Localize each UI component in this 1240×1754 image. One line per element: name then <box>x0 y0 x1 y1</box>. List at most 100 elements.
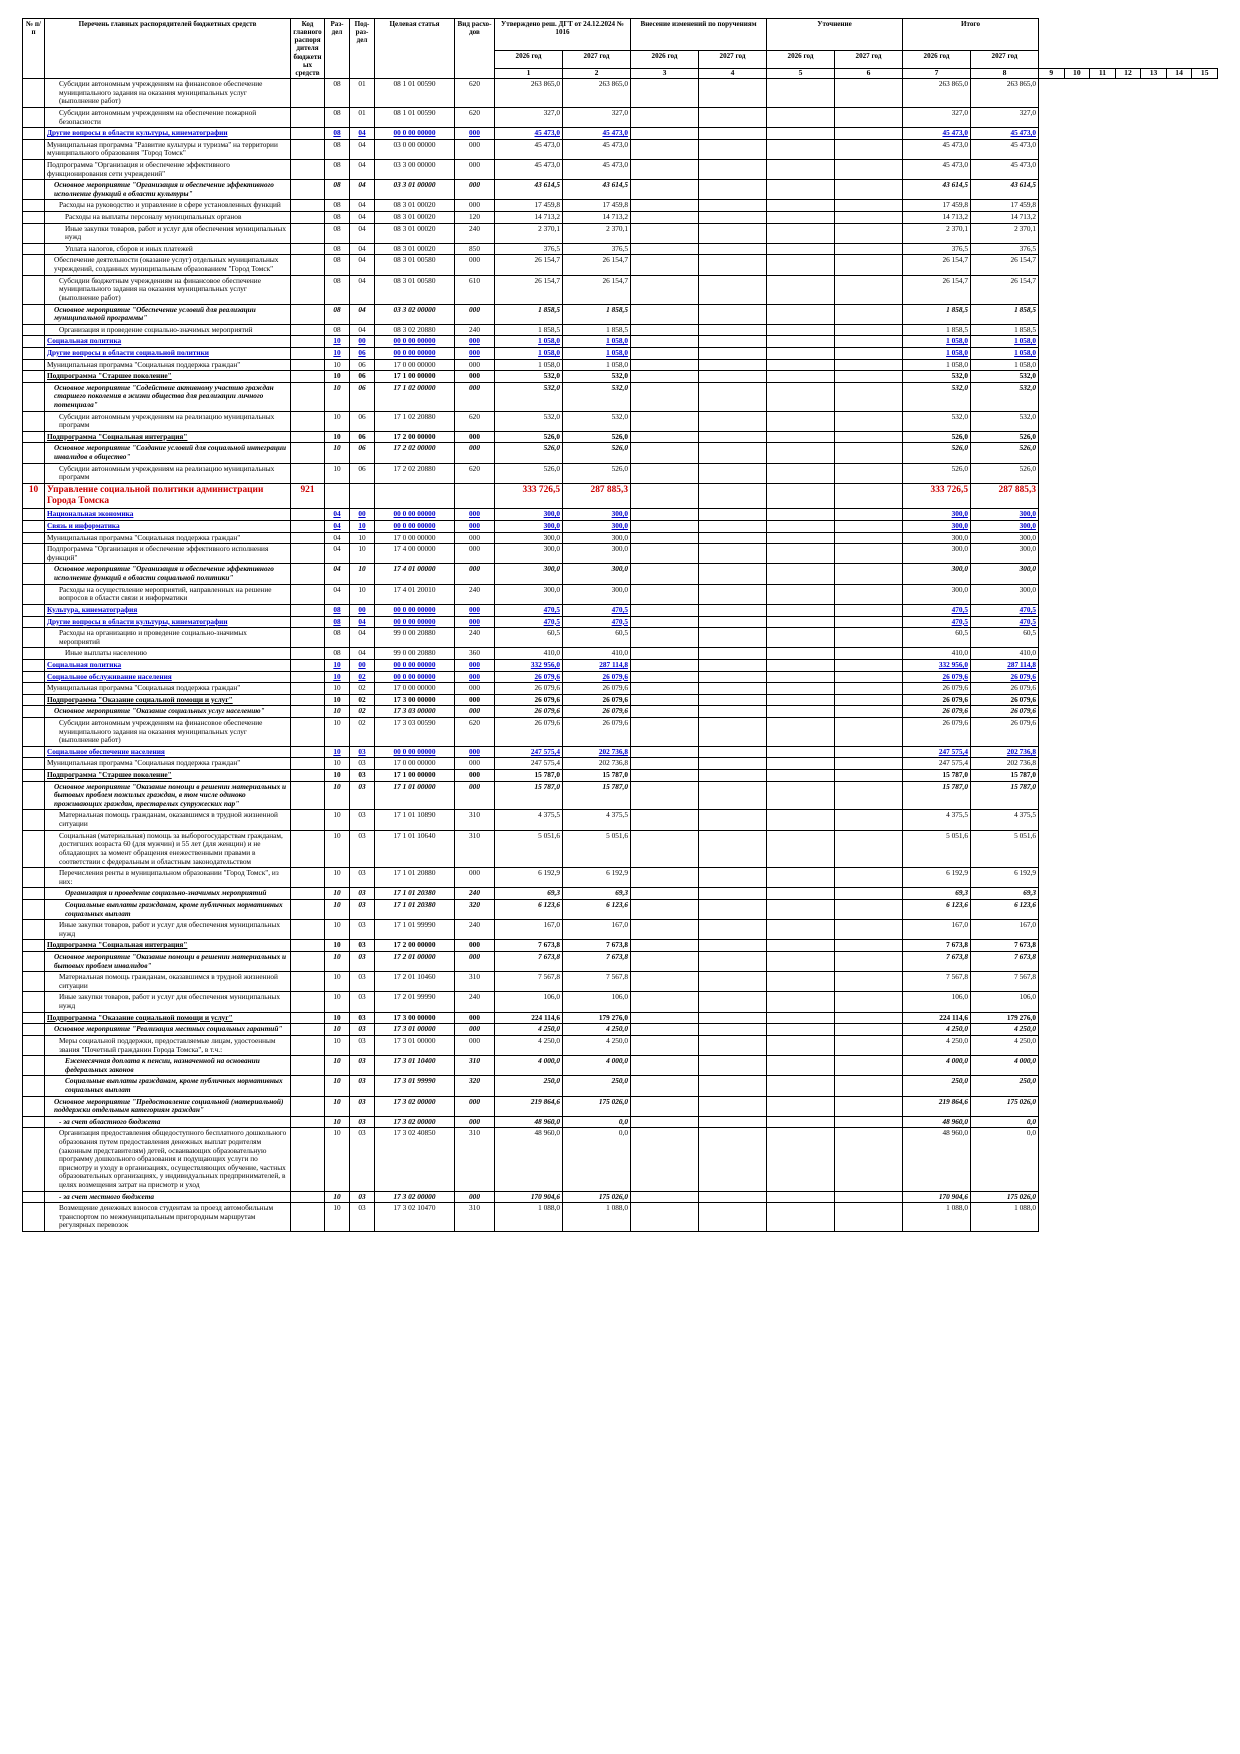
cell-refine-2026 <box>766 211 835 224</box>
cell-approved-2026: 1 058,0 <box>494 335 563 348</box>
cell-approved-2026: 26 079,6 <box>494 705 563 718</box>
cell-approved-2026: 167,0 <box>494 919 563 941</box>
cell-podrazdel: 03 <box>349 1115 375 1129</box>
cell-total-2026: 45 473,0 <box>902 127 971 140</box>
cell-target-article: 08 1 01 00590 <box>374 106 455 129</box>
cell-gl-code <box>290 370 325 383</box>
table-row: Перечисления ренты в муниципальном образ… <box>22 867 1218 889</box>
cell-expense-type: 000 <box>454 430 495 444</box>
table-row: Социальная (материальная) помощь за выбо… <box>22 829 1218 869</box>
cell-changes-2027 <box>698 829 767 869</box>
cell-target-article: 17 1 01 99990 <box>374 919 455 941</box>
cell-changes-2026 <box>630 430 699 444</box>
cell-expense-type: 000 <box>454 757 495 771</box>
cell-target-article: 17 3 00 00000 <box>374 1011 455 1025</box>
cell-changes-2027 <box>698 809 767 831</box>
cell-refine-2027 <box>834 303 903 325</box>
cell-razdel: 10 <box>324 745 350 759</box>
cell-expense-type: 850 <box>454 242 495 256</box>
cell-gl-code <box>290 627 325 649</box>
cell-row-number <box>22 829 45 869</box>
cell-target-article: 17 1 00 00000 <box>374 769 455 782</box>
cell-podrazdel: 03 <box>349 1034 375 1057</box>
cell-total-2027: 1 058,0 <box>970 335 1039 348</box>
cell-total-2027: 202 736,8 <box>970 757 1039 771</box>
cell-podrazdel: 03 <box>349 1011 375 1025</box>
cell-row-number <box>22 138 45 160</box>
cell-target-article: 17 3 01 10400 <box>374 1055 455 1077</box>
cell-podrazdel: 02 <box>349 670 375 684</box>
cell-gl-code <box>290 410 325 432</box>
table-row: Муниципальная программа "Развитие культу… <box>22 138 1218 160</box>
cell-razdel: 10 <box>324 867 350 889</box>
cell-gl-code <box>290 442 325 464</box>
cell-expense-type: 000 <box>454 658 495 672</box>
cell-gl-code <box>290 303 325 325</box>
cell-changes-2027 <box>698 508 767 522</box>
cell-row-number <box>22 757 45 771</box>
cell-razdel: 10 <box>324 1190 350 1204</box>
cell-podrazdel: 06 <box>349 430 375 444</box>
cell-changes-2026 <box>630 1115 699 1129</box>
table-row: Культура, кинематография 08 00 00 0 00 0000… <box>22 603 1218 617</box>
cell-changes-2027 <box>698 179 767 201</box>
cell-row-number <box>22 1011 45 1025</box>
cell-podrazdel: 10 <box>349 531 375 545</box>
cell-podrazdel: 10 <box>349 520 375 533</box>
cell-approved-2027: 4 250,0 <box>562 1034 631 1057</box>
cell-name: Перечисления ренты в муниципальном образ… <box>44 867 291 889</box>
cell-changes-2027 <box>698 745 767 759</box>
header-expense-type: Вид расхо-дов <box>454 17 495 80</box>
table-row: Подпрограмма "Оказание социальной помощи… <box>22 1011 1218 1025</box>
cell-podrazdel: 04 <box>349 211 375 224</box>
cell-changes-2026 <box>630 1075 699 1097</box>
cell-approved-2027: 17 459,8 <box>562 199 631 212</box>
cell-approved-2027: 287 114,8 <box>562 658 631 672</box>
cell-expense-type: 000 <box>454 939 495 952</box>
cell-razdel: 08 <box>324 274 350 305</box>
cell-target-article: 17 3 02 40850 <box>374 1127 455 1192</box>
cell-target-article: 17 1 02 20880 <box>374 410 455 432</box>
cell-refine-2026 <box>766 1075 835 1097</box>
cell-name: Социальная (материальная) помощь за выбо… <box>44 829 291 869</box>
table-row: Основное мероприятие "Организация и обес… <box>22 563 1218 585</box>
cell-total-2027: 526,0 <box>970 442 1039 464</box>
cell-name: Субсидии автономным учреждениям на обесп… <box>44 106 291 129</box>
cell-gl-code <box>290 242 325 256</box>
cell-target-article <box>374 482 455 510</box>
cell-refine-2027 <box>834 1127 903 1192</box>
cell-changes-2026 <box>630 370 699 383</box>
cell-expense-type: 240 <box>454 919 495 941</box>
cell-refine-2026 <box>766 381 835 412</box>
cell-refine-2026 <box>766 106 835 129</box>
cell-total-2027: 526,0 <box>970 430 1039 444</box>
cell-approved-2027: 6 192,9 <box>562 867 631 889</box>
cell-approved-2026: 4 250,0 <box>494 1023 563 1036</box>
cell-name: Основное мероприятие "Оказание социальны… <box>44 705 291 718</box>
cell-approved-2027: 167,0 <box>562 919 631 941</box>
cell-total-2027: 14 713,2 <box>970 211 1039 224</box>
cell-total-2027: 60,5 <box>970 627 1039 649</box>
cell-total-2026: 300,0 <box>902 508 971 522</box>
cell-razdel: 08 <box>324 303 350 325</box>
cell-gl-code <box>290 647 325 660</box>
cell-approved-2027: 45 473,0 <box>562 138 631 160</box>
cell-total-2027: 6 123,6 <box>970 898 1039 921</box>
column-number-5: 5 <box>766 68 835 80</box>
cell-razdel: 08 <box>324 127 350 140</box>
cell-refine-2027 <box>834 1115 903 1129</box>
cell-total-2027: 175 026,0 <box>970 1095 1039 1117</box>
cell-target-article: 17 2 02 00000 <box>374 442 455 464</box>
cell-changes-2026 <box>630 1011 699 1025</box>
cell-changes-2026 <box>630 829 699 869</box>
cell-razdel: 10 <box>324 1055 350 1077</box>
cell-target-article: 00 0 00 00000 <box>374 658 455 672</box>
cell-approved-2026: 333 726,5 <box>494 482 563 510</box>
cell-total-2027: 2 370,1 <box>970 222 1039 244</box>
table-row: Иные выплаты населению 08 04 99 0 00 20880 3… <box>22 647 1218 660</box>
cell-row-number <box>22 442 45 464</box>
cell-total-2027: 4 250,0 <box>970 1023 1039 1036</box>
header-target-article: Целевая статья <box>374 17 455 80</box>
cell-total-2027: 167,0 <box>970 919 1039 941</box>
cell-razdel: 10 <box>324 780 350 811</box>
